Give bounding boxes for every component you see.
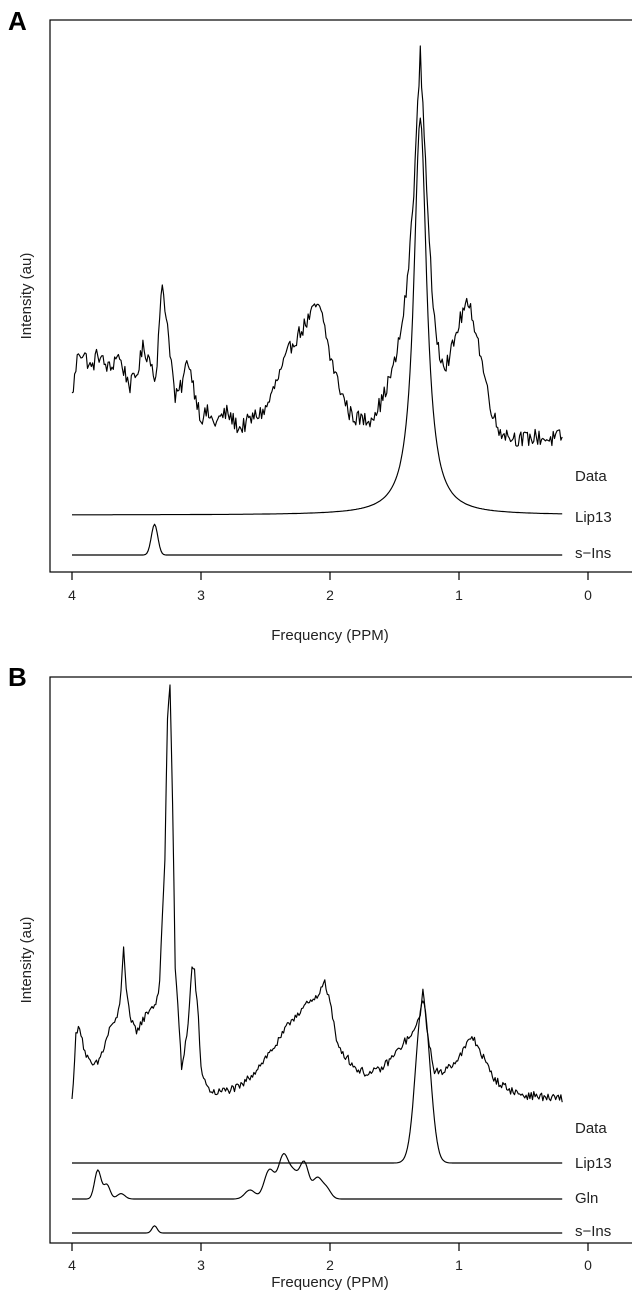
panel-label-b: B [8,662,27,692]
plot-frame-a [49,19,632,573]
x-tick-label: 3 [197,587,205,603]
x-tick-label: 3 [197,1257,205,1273]
trace-label-lip13-a: Lip13 [575,509,612,526]
trace-data-a [71,45,563,447]
trace-data-b [71,684,563,1103]
x-tick-label: 4 [68,587,76,603]
trace-label-s-ins-a: s−Ins [575,545,611,562]
x-tick-label: 1 [455,587,463,603]
x-axis-title-b: Frequency (PPM) [271,1274,389,1291]
x-ticks-a: 4 3 2 1 0 [68,572,592,603]
trace-gln-b [72,1153,563,1200]
trace-label-s-ins-b: s−Ins [575,1223,611,1240]
trace-s-ins-b [72,1225,563,1234]
trace-label-lip13-b: Lip13 [575,1155,612,1172]
panel-label-a: A [8,6,27,36]
panel-b: B Intensity (au) Frequency (PPM) 4 3 2 1… [8,662,632,1291]
trace-lip13-a [72,117,563,516]
x-tick-label: 2 [326,1257,334,1273]
trace-label-data-a: Data [575,468,607,485]
x-tick-label: 0 [584,587,592,603]
y-axis-title-a: Intensity (au) [18,253,35,340]
x-tick-label: 1 [455,1257,463,1273]
x-tick-label: 4 [68,1257,76,1273]
trace-s-ins-a [72,523,563,556]
trace-lip13-b [72,1000,563,1164]
panel-a: A Intensity (au) Frequency (PPM) 4 3 2 1… [8,6,632,644]
x-tick-label: 2 [326,587,334,603]
x-axis-title-a: Frequency (PPM) [271,627,389,644]
trace-label-gln-b: Gln [575,1190,598,1207]
y-axis-title-b: Intensity (au) [18,917,35,1004]
trace-label-data-b: Data [575,1120,607,1137]
x-ticks-b: 4 3 2 1 0 [68,1243,592,1273]
plot-frame-b [49,676,632,1244]
x-tick-label: 0 [584,1257,592,1273]
